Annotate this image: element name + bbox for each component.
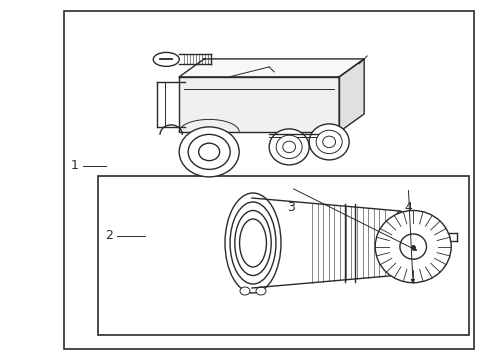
Bar (404, 227, 434, 247)
Ellipse shape (316, 130, 342, 154)
Text: 4: 4 (404, 201, 411, 213)
Ellipse shape (256, 287, 265, 295)
Polygon shape (339, 59, 364, 132)
Ellipse shape (308, 124, 348, 160)
Text: 1: 1 (71, 159, 79, 172)
Ellipse shape (399, 234, 426, 259)
Polygon shape (179, 59, 364, 77)
Ellipse shape (392, 211, 406, 275)
Text: 3: 3 (286, 201, 294, 213)
Ellipse shape (374, 211, 450, 283)
Bar (63, 11, 473, 349)
Text: 2: 2 (105, 229, 113, 242)
Ellipse shape (198, 143, 219, 161)
Ellipse shape (276, 135, 302, 159)
Ellipse shape (240, 287, 249, 295)
Ellipse shape (179, 127, 239, 177)
Ellipse shape (282, 141, 295, 153)
Ellipse shape (153, 53, 179, 66)
Bar (98, 176, 468, 335)
Ellipse shape (268, 129, 308, 165)
Ellipse shape (322, 136, 335, 148)
Polygon shape (179, 77, 339, 132)
Ellipse shape (188, 134, 230, 170)
